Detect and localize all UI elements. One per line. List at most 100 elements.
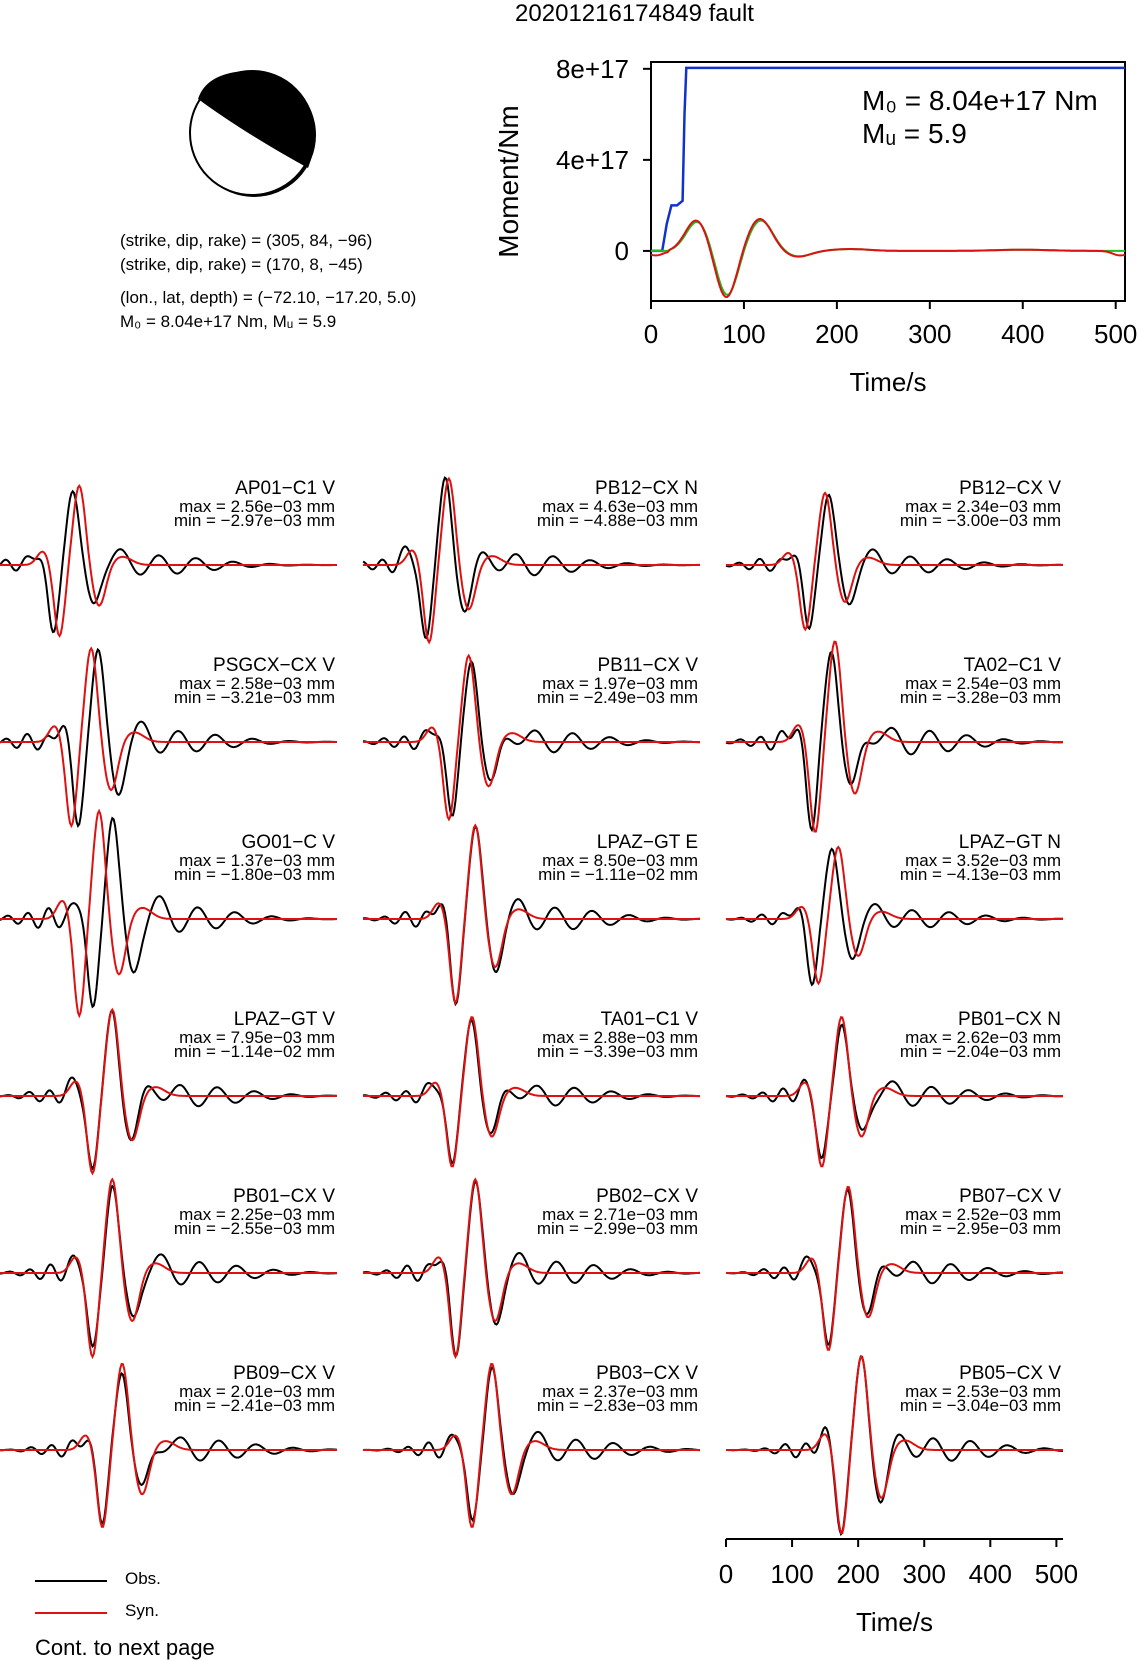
max-amplitude-label: max = 1.97e−03 mm — [542, 674, 698, 693]
min-amplitude-label: min = −3.04e−03 mm — [900, 1396, 1061, 1415]
legend-syn-label: Syn. — [125, 1601, 160, 1620]
min-amplitude-label: min = −1.14e−02 mm — [174, 1042, 335, 1061]
min-amplitude-label: min = −3.00e−03 mm — [900, 511, 1061, 530]
moment-m0-annotation: M₀ = 8.04e+17 Nm — [862, 85, 1098, 116]
wave-x-tick-label: 100 — [770, 1559, 813, 1589]
max-amplitude-label: max = 2.52e−03 mm — [905, 1205, 1061, 1224]
moment-text: M₀ = 8.04e+17 Nm, Mᵤ = 5.9 — [120, 312, 337, 331]
max-amplitude-label: max = 2.53e−03 mm — [905, 1382, 1061, 1401]
max-amplitude-label: max = 2.71e−03 mm — [542, 1205, 698, 1224]
synthetic-trace — [0, 483, 337, 638]
moment-y-tick-label: 8e+17 — [556, 54, 629, 84]
observed-trace — [362, 1018, 701, 1165]
synthetic-trace — [0, 646, 337, 829]
min-amplitude-label: min = −3.28e−03 mm — [900, 688, 1061, 707]
observed-trace — [726, 1355, 1063, 1537]
legend-syn-swatch — [35, 1612, 107, 1614]
station-label: PSGCX−CX V — [213, 655, 335, 676]
min-amplitude-label: min = −2.97e−03 mm — [174, 511, 335, 530]
synthetic-trace — [363, 653, 700, 822]
legend-obs-label: Obs. — [125, 1569, 161, 1588]
station-label: PB01−CX V — [233, 1186, 335, 1207]
station-label: PB03−CX V — [596, 1363, 698, 1384]
moment-x-tick-label: 500 — [1094, 319, 1137, 349]
station-label: GO01−C V — [242, 832, 336, 853]
plane1-text: (strike, dip, rake) = (305, 84, −96) — [120, 231, 373, 250]
synthetic-trace — [0, 808, 337, 1019]
figure-title: 20201216174849 fault — [515, 0, 754, 27]
min-amplitude-label: min = −2.99e−03 mm — [537, 1219, 698, 1238]
max-amplitude-label: max = 2.62e−03 mm — [905, 1028, 1061, 1047]
station-label: TA01−C1 V — [601, 1009, 699, 1030]
observed-trace — [362, 824, 700, 1007]
max-amplitude-label: max = 7.95e−03 mm — [179, 1028, 335, 1047]
max-amplitude-label: max = 1.37e−03 mm — [179, 851, 335, 870]
synthetic-trace — [0, 1362, 337, 1528]
synthetic-trace — [0, 1007, 337, 1176]
observed-trace — [725, 1023, 1063, 1160]
min-amplitude-label: min = −2.41e−03 mm — [174, 1396, 335, 1415]
moment-cumulative-line — [651, 66, 1125, 253]
moment-x-tick-label: 400 — [1001, 319, 1044, 349]
station-label: TA02−C1 V — [964, 655, 1062, 676]
station-label: AP01−C1 V — [235, 478, 335, 499]
min-amplitude-label: min = −2.83e−03 mm — [537, 1396, 698, 1415]
min-amplitude-label: min = −4.88e−03 mm — [537, 511, 698, 530]
min-amplitude-label: min = −2.95e−03 mm — [900, 1219, 1061, 1238]
moment-x-axis-label: Time/s — [849, 367, 926, 397]
moment-x-tick-label: 300 — [908, 319, 951, 349]
observed-trace — [725, 650, 1063, 833]
min-amplitude-label: min = −2.49e−03 mm — [537, 688, 698, 707]
station-label: PB07−CX V — [959, 1186, 1061, 1207]
synthetic-trace — [363, 1177, 700, 1360]
moment-wiggle-red — [650, 217, 1126, 299]
max-amplitude-label: max = 2.58e−03 mm — [179, 674, 335, 693]
moment-y-axis-label: Moment/Nm — [493, 105, 524, 257]
wave-x-tick-label: 500 — [1035, 1559, 1078, 1589]
moment-chart: 0 100 200 300 400 500 0 4e+17 8e+17 Time/s Moment/… — [493, 54, 1137, 397]
synthetic-trace — [726, 1185, 1063, 1351]
moment-mw-annotation: Mᵤ = 5.9 — [862, 118, 967, 149]
max-amplitude-label: max = 2.88e−03 mm — [542, 1028, 698, 1047]
moment-plot-frame — [650, 61, 1126, 302]
wave-x-tick-label: 400 — [969, 1559, 1012, 1589]
beachball-icon — [189, 70, 316, 197]
min-amplitude-label: min = −3.39e−03 mm — [537, 1042, 698, 1061]
min-amplitude-label: min = −2.04e−03 mm — [900, 1042, 1061, 1061]
max-amplitude-label: max = 8.50e−03 mm — [542, 851, 698, 870]
station-label: PB12−CX N — [595, 478, 698, 499]
moment-y-tick-label: 4e+17 — [556, 145, 629, 175]
station-label: PB09−CX V — [233, 1363, 335, 1384]
max-amplitude-label: max = 2.54e−03 mm — [905, 674, 1061, 693]
location-text: (lon., lat, depth) = (−72.10, −17.20, 5.… — [120, 288, 417, 307]
max-amplitude-label: max = 2.34e−03 mm — [905, 497, 1061, 516]
min-amplitude-label: min = −1.80e−03 mm — [174, 865, 335, 884]
observed-trace — [725, 1187, 1063, 1346]
legend-obs-swatch — [35, 1580, 107, 1582]
synthetic-trace — [726, 491, 1063, 632]
synthetic-trace — [726, 1355, 1063, 1535]
observed-trace — [725, 847, 1064, 987]
max-amplitude-label: max = 2.56e−03 mm — [179, 497, 335, 516]
station-label: PB12−CX V — [959, 478, 1061, 499]
station-label: PB05−CX V — [959, 1363, 1061, 1384]
wave-x-tick-label: 200 — [836, 1559, 879, 1589]
station-label: LPAZ−GT V — [234, 1009, 336, 1030]
